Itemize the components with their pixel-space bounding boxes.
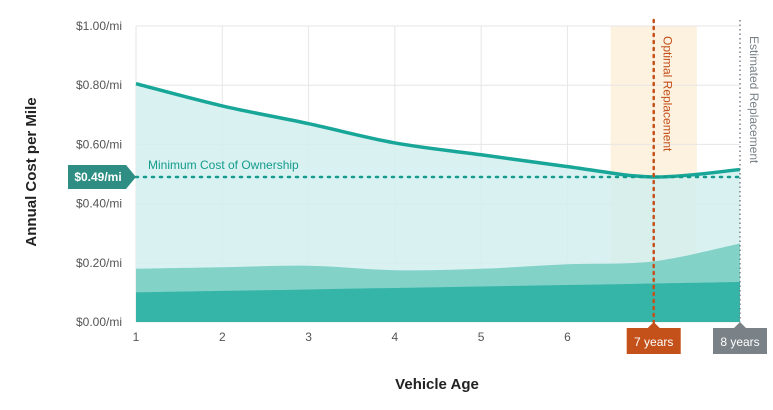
y-tick-label: $0.60/mi bbox=[76, 137, 122, 151]
bottom-cost-area bbox=[136, 282, 740, 322]
x-tick-label: 5 bbox=[478, 330, 485, 344]
y-axis-ticks: $0.00/mi $0.20/mi $0.40/mi $0.60/mi $0.80/mi… bbox=[76, 19, 122, 329]
y-tick-label: $0.00/mi bbox=[76, 315, 122, 329]
minimum-cost-marker-bg bbox=[68, 164, 136, 189]
y-tick-label: $0.80/mi bbox=[76, 78, 122, 92]
optimal-marker-text: 7 years bbox=[634, 335, 673, 349]
x-tick-label: 1 bbox=[133, 330, 140, 344]
optimal-marker-bg bbox=[626, 322, 681, 354]
optimal-marker: 7 years bbox=[626, 322, 681, 354]
x-tick-label: 3 bbox=[305, 330, 312, 344]
x-axis-title: Vehicle Age bbox=[395, 376, 479, 393]
optimal-replacement-label: Optimal Replacement bbox=[661, 36, 675, 152]
minimum-cost-label: Minimum Cost of Ownership bbox=[148, 158, 299, 172]
x-tick-label: 2 bbox=[219, 330, 226, 344]
minimum-cost-marker: $0.49/mi bbox=[68, 164, 136, 189]
x-tick-label: 6 bbox=[564, 330, 571, 344]
estimated-replacement-label: Estimated Replacement bbox=[747, 36, 761, 164]
x-axis-ticks: 1 2 3 4 5 6 bbox=[133, 330, 571, 344]
estimated-marker-bg bbox=[713, 322, 767, 354]
x-tick-label: 4 bbox=[392, 330, 399, 344]
y-tick-label: $0.40/mi bbox=[76, 197, 122, 211]
estimated-marker-text: 8 years bbox=[720, 335, 759, 349]
total-cost-area bbox=[136, 83, 740, 322]
minimum-cost-marker-text: $0.49/mi bbox=[74, 170, 121, 184]
y-tick-label: $0.20/mi bbox=[76, 256, 122, 270]
estimated-marker: 8 years bbox=[713, 322, 767, 354]
y-tick-label: $1.00/mi bbox=[76, 19, 122, 33]
total-cost-line bbox=[135, 82, 741, 179]
y-axis-title: Annual Cost per Mile bbox=[23, 97, 40, 246]
